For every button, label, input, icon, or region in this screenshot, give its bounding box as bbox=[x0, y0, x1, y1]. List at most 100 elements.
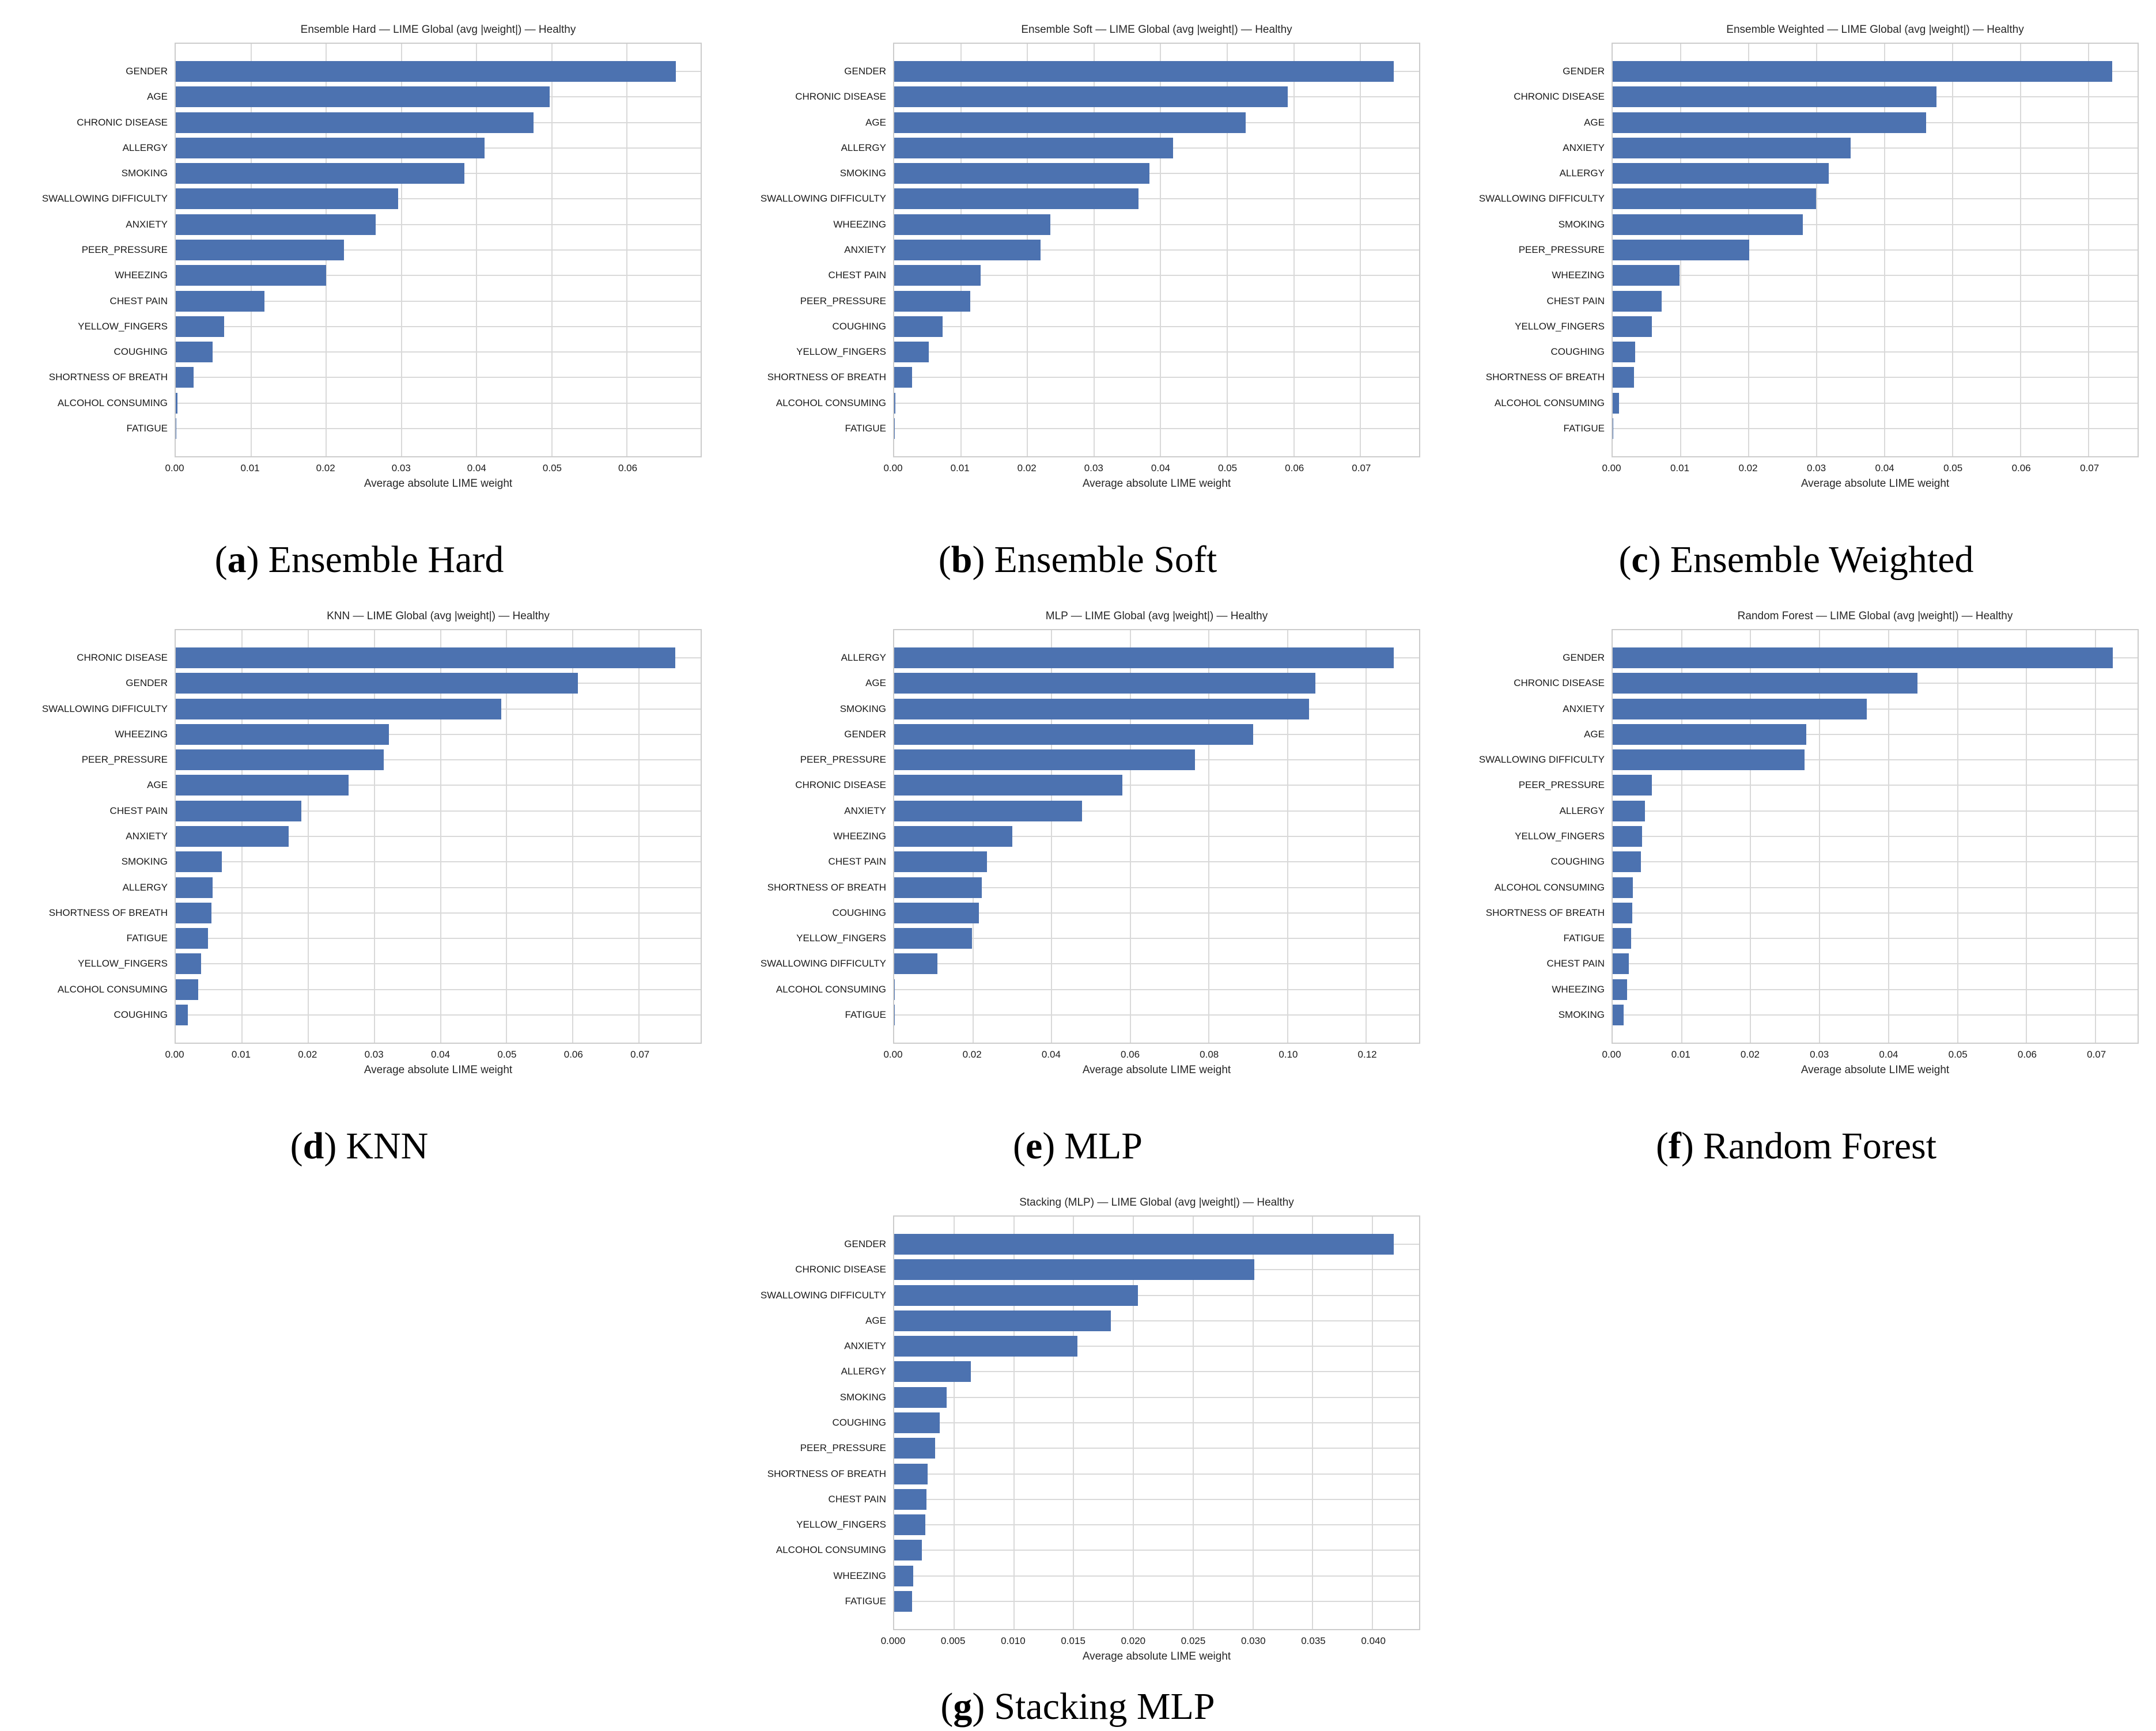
y-tick-label: GENDER bbox=[1563, 652, 1605, 664]
caption-close-paren: ) bbox=[1042, 1125, 1056, 1167]
y-gridline bbox=[1613, 275, 2138, 276]
x-tick-label: 0.05 bbox=[1948, 1049, 1968, 1060]
x-axis-label: Average absolute LIME weight bbox=[1801, 478, 1950, 490]
x-tick-label: 0.08 bbox=[1200, 1049, 1219, 1060]
y-gridline bbox=[894, 1550, 1419, 1551]
bar-wheezing bbox=[176, 724, 389, 745]
chart-random-forest: Random Forest — LIME Global (avg |weight… bbox=[1437, 609, 2139, 1078]
bar-row: SMOKING bbox=[1559, 212, 2138, 237]
bar-swallowing-difficulty bbox=[176, 188, 399, 210]
y-tick-label: AGE bbox=[1584, 728, 1605, 740]
y-tick-label: AGE bbox=[1584, 116, 1605, 128]
caption-label: Ensemble Soft bbox=[994, 539, 1217, 581]
bar-shortness-of-breath bbox=[176, 902, 212, 923]
y-gridline bbox=[894, 1346, 1419, 1347]
bar-shortness-of-breath bbox=[894, 1463, 928, 1484]
bar-yellow-fingers bbox=[894, 1514, 925, 1536]
x-tick-label: 0.04 bbox=[467, 463, 486, 474]
bar-row: YELLOW_FINGERS bbox=[796, 1512, 1419, 1537]
y-tick-label: COUGHING bbox=[114, 346, 168, 358]
y-tick-label: AGE bbox=[865, 677, 886, 689]
bar-fatigue bbox=[176, 928, 209, 949]
bar-fatigue bbox=[894, 1004, 895, 1025]
x-tick-label: 0.05 bbox=[1218, 463, 1238, 474]
y-tick-label: COUGHING bbox=[832, 320, 887, 332]
y-tick-label: ALLERGY bbox=[122, 142, 168, 153]
y-tick-label: ANXIETY bbox=[844, 1340, 886, 1352]
bar-swallowing-difficulty bbox=[894, 953, 938, 975]
x-tick-label: 0.010 bbox=[1001, 1635, 1026, 1646]
x-tick-label: 0.07 bbox=[2080, 463, 2100, 474]
x-tick-label: 0.05 bbox=[542, 463, 562, 474]
y-tick-label: CHRONIC DISEASE bbox=[795, 91, 886, 103]
y-tick-label: YELLOW_FINGERS bbox=[796, 1519, 886, 1531]
bar-row: ALLERGY bbox=[841, 1359, 1419, 1384]
caption-d: (d) KNN bbox=[0, 1122, 718, 1171]
bar-peer-pressure bbox=[894, 749, 1196, 771]
y-gridline bbox=[1613, 938, 2138, 940]
bar-row: WHEEZING bbox=[115, 263, 701, 288]
chart-title: Stacking (MLP) — LIME Global (avg |weigh… bbox=[1019, 1196, 1294, 1209]
y-tick-label: WHEEZING bbox=[115, 270, 168, 281]
y-tick-label: COUGHING bbox=[1550, 856, 1605, 868]
bar-anxiety bbox=[894, 800, 1083, 821]
bar-row: COUGHING bbox=[833, 314, 1419, 339]
y-tick-label: SHORTNESS OF BREATH bbox=[1485, 907, 1605, 918]
bar-chronic-disease bbox=[894, 86, 1288, 108]
y-gridline bbox=[176, 963, 701, 965]
y-gridline bbox=[176, 861, 701, 863]
y-tick-label: FATIGUE bbox=[126, 933, 168, 944]
y-gridline bbox=[176, 224, 701, 225]
y-tick-label: CHRONIC DISEASE bbox=[77, 116, 168, 128]
bar-peer-pressure bbox=[1613, 239, 1750, 260]
y-tick-label: GENDER bbox=[844, 728, 886, 740]
bar-row: YELLOW_FINGERS bbox=[796, 926, 1419, 951]
y-tick-label: SMOKING bbox=[839, 703, 886, 714]
bar-age bbox=[1613, 724, 1807, 745]
bar-row: SWALLOWING DIFFICULTY bbox=[42, 696, 701, 722]
chart-title: Ensemble Hard — LIME Global (avg |weight… bbox=[300, 24, 576, 36]
bar-row: YELLOW_FINGERS bbox=[1515, 314, 2138, 339]
bar-row: PEER_PRESSURE bbox=[1519, 237, 2138, 263]
bar-row: YELLOW_FINGERS bbox=[78, 314, 701, 339]
plot-area: GENDER CHRONIC DISEASE AGE ALLERGY SMOKING SW… bbox=[761, 43, 1420, 457]
caption-open-paren: ( bbox=[290, 1125, 303, 1167]
y-gridline bbox=[1613, 810, 2138, 812]
bar-row: FATIGUE bbox=[1564, 926, 2138, 951]
bar-age bbox=[894, 673, 1315, 694]
y-tick-label: WHEEZING bbox=[833, 1570, 886, 1581]
x-tick-label: 0.035 bbox=[1301, 1635, 1326, 1646]
bar-chest-pain bbox=[894, 265, 981, 286]
bar-peer-pressure bbox=[1613, 775, 1652, 796]
y-gridline bbox=[894, 1396, 1419, 1398]
y-tick-label: WHEEZING bbox=[1552, 270, 1605, 281]
y-tick-label: YELLOW_FINGERS bbox=[78, 320, 168, 332]
x-tick-label: 0.06 bbox=[618, 463, 638, 474]
y-gridline bbox=[176, 249, 701, 251]
bar-row: SMOKING bbox=[840, 161, 1419, 186]
chart-knn: KNN — LIME Global (avg |weight|) — Healt… bbox=[0, 609, 702, 1078]
bar-row: ALCOHOL CONSUMING bbox=[58, 976, 701, 1002]
y-tick-label: WHEEZING bbox=[833, 830, 886, 842]
bar-row: SWALLOWING DIFFICULTY bbox=[761, 186, 1419, 211]
y-tick-label: FATIGUE bbox=[126, 422, 168, 434]
bar-wheezing bbox=[1613, 979, 1628, 1000]
y-gridline bbox=[1613, 1014, 2138, 1016]
bar-gender bbox=[894, 61, 1394, 82]
bar-fatigue bbox=[894, 418, 895, 439]
bar-peer-pressure bbox=[176, 239, 345, 260]
bar-allergy bbox=[176, 137, 485, 158]
bar-swallowing-difficulty bbox=[1613, 749, 1805, 771]
bar-yellow-fingers bbox=[894, 342, 929, 363]
bar-allergy bbox=[894, 137, 1174, 158]
bar-age bbox=[1613, 112, 1926, 133]
bar-wheezing bbox=[1613, 265, 1680, 286]
y-gridline bbox=[176, 402, 701, 404]
y-gridline bbox=[894, 198, 1419, 200]
y-gridline bbox=[894, 1498, 1419, 1500]
y-gridline bbox=[1613, 963, 2138, 965]
y-gridline bbox=[176, 275, 701, 276]
y-gridline bbox=[894, 912, 1419, 914]
y-gridline bbox=[894, 887, 1419, 888]
bar-row: YELLOW_FINGERS bbox=[796, 339, 1419, 365]
